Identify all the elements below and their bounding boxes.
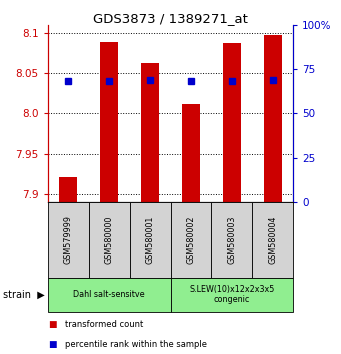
Text: ■: ■ xyxy=(48,320,56,329)
Text: S.LEW(10)x12x2x3x5
congenic: S.LEW(10)x12x2x3x5 congenic xyxy=(189,285,275,304)
Text: transformed count: transformed count xyxy=(65,320,143,329)
Text: GDS3873 / 1389271_at: GDS3873 / 1389271_at xyxy=(93,12,248,25)
Bar xyxy=(264,35,282,202)
Text: GSM580000: GSM580000 xyxy=(105,216,114,264)
Text: GSM579999: GSM579999 xyxy=(64,215,73,264)
Bar xyxy=(100,42,118,202)
Text: GSM580004: GSM580004 xyxy=(268,216,277,264)
Text: ■: ■ xyxy=(48,340,56,349)
Text: GSM580003: GSM580003 xyxy=(227,216,236,264)
Text: percentile rank within the sample: percentile rank within the sample xyxy=(65,340,207,349)
Bar xyxy=(182,104,200,202)
Bar xyxy=(141,63,159,202)
Bar xyxy=(223,43,241,202)
Text: strain  ▶: strain ▶ xyxy=(3,290,45,300)
Bar xyxy=(59,177,77,202)
Text: GSM580002: GSM580002 xyxy=(187,216,195,264)
Text: Dahl salt-sensitve: Dahl salt-sensitve xyxy=(73,290,145,299)
Text: GSM580001: GSM580001 xyxy=(146,216,154,264)
